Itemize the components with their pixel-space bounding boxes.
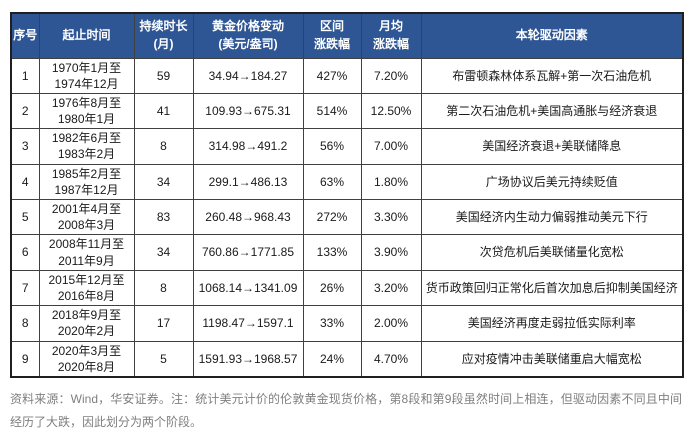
cell-no: 9 [10, 340, 40, 378]
cell-no: 1 [10, 57, 40, 94]
cell-range: 56% [302, 128, 362, 165]
table-row: 4 1985年2月至 1987年12月 34 299.1→486.13 63% … [10, 163, 684, 201]
header-period: 起止时间 [38, 12, 135, 59]
table-row: 3 1982年6月至 1983年2月 8 314.98→491.2 56% 7.… [10, 128, 684, 165]
table-row: 5 2001年4月至 2008年3月 83 260.48→968.43 272%… [10, 198, 684, 236]
table-row: 9 2020年3月至 2020年8月 5 1591.93→1968.57 24%… [10, 340, 684, 378]
cell-range: 33% [302, 305, 362, 342]
cell-monthly: 7.00% [360, 128, 422, 165]
cell-months: 34 [133, 234, 194, 271]
cell-no: 8 [10, 305, 40, 342]
cell-price: 1198.47→1597.1 [192, 305, 304, 342]
cell-months: 83 [133, 198, 194, 236]
cell-monthly: 4.70% [360, 340, 422, 378]
cell-no: 4 [10, 163, 40, 201]
header-driver: 本轮驱动因素 [420, 12, 684, 59]
source-note: 资料来源：Wind，华安证券。注：统计美元计价的伦敦黄金现货价格，第8段和第9段… [10, 391, 682, 430]
gold-rally-table: 序号 起止时间 持续时长 (月) 黄金价格变动 (美元/盎司) 区间 涨跌幅 月… [10, 12, 684, 378]
cell-period: 2008年11月至 2011年9月 [38, 234, 135, 271]
cell-monthly: 1.80% [360, 163, 422, 201]
cell-driver: 货币政策回归正常化后首次加息后抑制美国经济 [420, 269, 684, 307]
cell-range: 272% [302, 198, 362, 236]
cell-price: 109.93→675.31 [192, 92, 304, 130]
cell-range: 63% [302, 163, 362, 201]
header-range: 区间 涨跌幅 [302, 12, 362, 59]
table-row: 7 2015年12月至 2016年8月 8 1068.14→1341.09 26… [10, 269, 684, 307]
cell-no: 2 [10, 92, 40, 130]
cell-period: 1982年6月至 1983年2月 [38, 128, 135, 165]
cell-price: 299.1→486.13 [192, 163, 304, 201]
cell-price: 34.94→184.27 [192, 57, 304, 94]
cell-driver: 次贷危机后美联储量化宽松 [420, 234, 684, 271]
cell-driver: 美国经济衰退+美联储降息 [420, 128, 684, 165]
cell-months: 8 [133, 269, 194, 307]
table-row: 1 1970年1月至 1974年12月 59 34.94→184.27 427%… [10, 57, 684, 94]
cell-no: 5 [10, 198, 40, 236]
cell-price: 1068.14→1341.09 [192, 269, 304, 307]
table-header-row: 序号 起止时间 持续时长 (月) 黄金价格变动 (美元/盎司) 区间 涨跌幅 月… [10, 12, 684, 59]
cell-period: 1970年1月至 1974年12月 [38, 57, 135, 94]
cell-driver: 第二次石油危机+美国高通胀与经济衰退 [420, 92, 684, 130]
header-no: 序号 [10, 12, 40, 59]
cell-monthly: 12.50% [360, 92, 422, 130]
header-price: 黄金价格变动 (美元/盎司) [192, 12, 304, 59]
cell-period: 2015年12月至 2016年8月 [38, 269, 135, 307]
header-monthly: 月均 涨跌幅 [360, 12, 422, 59]
cell-monthly: 3.90% [360, 234, 422, 271]
cell-driver: 应对疫情冲击美联储重启大幅宽松 [420, 340, 684, 378]
cell-range: 427% [302, 57, 362, 94]
cell-period: 2001年4月至 2008年3月 [38, 198, 135, 236]
cell-driver: 美国经济再度走弱拉低实际利率 [420, 305, 684, 342]
cell-no: 6 [10, 234, 40, 271]
table-row: 8 2018年9月至 2020年2月 17 1198.47→1597.1 33%… [10, 305, 684, 342]
cell-no: 3 [10, 128, 40, 165]
table-row: 2 1976年8月至 1980年1月 41 109.93→675.31 514%… [10, 92, 684, 130]
cell-range: 26% [302, 269, 362, 307]
cell-period: 1985年2月至 1987年12月 [38, 163, 135, 201]
cell-period: 2018年9月至 2020年2月 [38, 305, 135, 342]
cell-months: 41 [133, 92, 194, 130]
cell-months: 17 [133, 305, 194, 342]
cell-price: 1591.93→1968.57 [192, 340, 304, 378]
cell-no: 7 [10, 269, 40, 307]
cell-price: 314.98→491.2 [192, 128, 304, 165]
cell-period: 1976年8月至 1980年1月 [38, 92, 135, 130]
cell-period: 2020年3月至 2020年8月 [38, 340, 135, 378]
cell-price: 260.48→968.43 [192, 198, 304, 236]
cell-driver: 广场协议后美元持续贬值 [420, 163, 684, 201]
cell-months: 8 [133, 128, 194, 165]
table-row: 6 2008年11月至 2011年9月 34 760.86→1771.85 13… [10, 234, 684, 271]
cell-driver: 布雷顿森林体系瓦解+第一次石油危机 [420, 57, 684, 94]
cell-months: 34 [133, 163, 194, 201]
cell-monthly: 2.00% [360, 305, 422, 342]
cell-monthly: 7.20% [360, 57, 422, 94]
cell-range: 24% [302, 340, 362, 378]
cell-driver: 美国经济内生动力偏弱推动美元下行 [420, 198, 684, 236]
header-months: 持续时长 (月) [133, 12, 194, 59]
cell-monthly: 3.20% [360, 269, 422, 307]
cell-price: 760.86→1771.85 [192, 234, 304, 271]
cell-monthly: 3.30% [360, 198, 422, 236]
cell-range: 514% [302, 92, 362, 130]
cell-months: 59 [133, 57, 194, 94]
cell-months: 5 [133, 340, 194, 378]
cell-range: 133% [302, 234, 362, 271]
